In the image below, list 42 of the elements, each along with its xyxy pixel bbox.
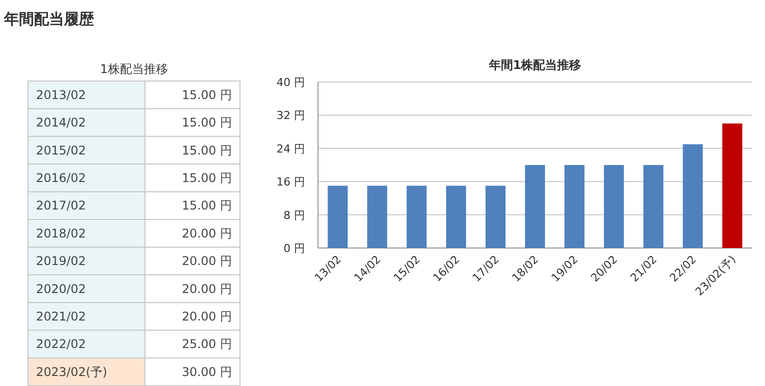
text: 25.00 円 — [182, 337, 232, 352]
bar — [367, 186, 388, 248]
bar — [525, 165, 545, 248]
text: 15.00 円 — [182, 143, 232, 158]
text: 20.00 円 — [182, 254, 232, 268]
bar — [722, 124, 742, 248]
bar — [406, 186, 427, 248]
y-tick-label: 8 円 — [284, 208, 305, 222]
y-tick-label: 40 円 — [276, 76, 305, 89]
bar — [564, 165, 584, 248]
text: 2020/02 — [36, 282, 86, 296]
text: 2016/02 — [36, 170, 86, 185]
text: 20.00 円 — [182, 282, 232, 296]
text: 20.00 円 — [182, 309, 232, 324]
y-tick-label: 32 円 — [276, 109, 305, 122]
bar — [328, 186, 348, 248]
bar — [604, 165, 624, 248]
text: 2015/02 — [36, 143, 86, 158]
chart-title: 年間1株配当推移 — [488, 58, 582, 72]
text: 15.00 円 — [182, 198, 232, 213]
text: 20.00 円 — [182, 226, 232, 240]
text: 2023/02(予) — [36, 364, 108, 379]
y-tick-label: 0 円 — [284, 242, 305, 255]
text: 15.00 円 — [182, 116, 232, 130]
text: 30.00 円 — [182, 364, 232, 379]
text: 2022/02 — [36, 337, 86, 352]
y-tick-label: 16 円 — [276, 176, 305, 189]
text: 2017/02 — [36, 198, 86, 213]
bar — [682, 144, 703, 248]
text: 2018/02 — [36, 226, 86, 240]
text: 2019/02 — [36, 254, 86, 268]
y-tick-label: 24 円 — [276, 142, 305, 156]
text: 2021/02 — [36, 309, 86, 324]
bar — [446, 186, 466, 248]
text: 1株配当推移 — [100, 62, 168, 76]
text: 15.00 円 — [182, 88, 232, 102]
bar — [643, 165, 664, 248]
text: 15.00 円 — [182, 170, 232, 185]
text: 2013/02 — [36, 88, 86, 102]
text: 2014/02 — [36, 116, 86, 130]
text: 年間配当履歴 — [3, 10, 95, 28]
bar — [486, 186, 506, 248]
